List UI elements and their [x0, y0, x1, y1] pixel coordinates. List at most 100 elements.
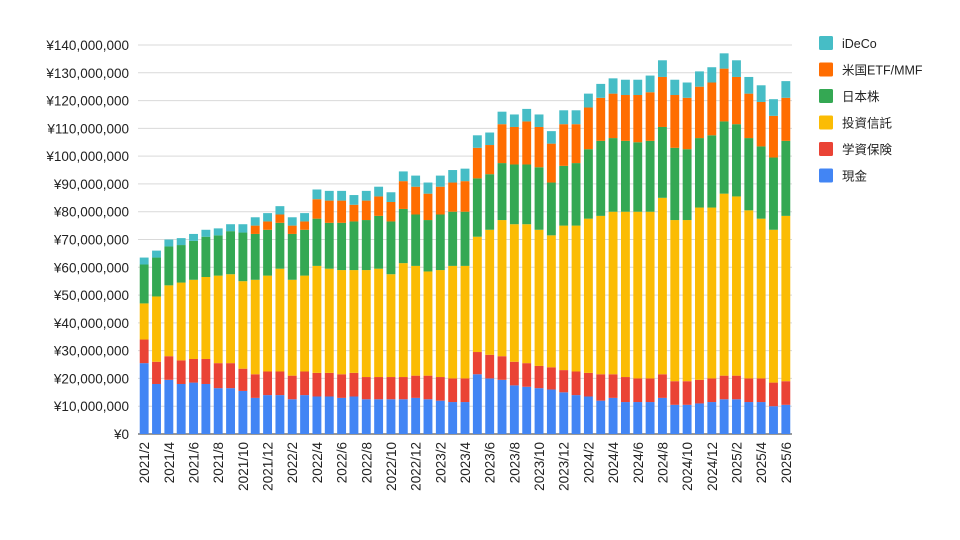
bar-segment — [337, 270, 347, 375]
bar-segment — [226, 363, 235, 389]
y-tick-label: ¥80,000,000 — [53, 205, 129, 220]
bar-segment — [349, 221, 359, 271]
x-tick-label: 2025/2 — [729, 442, 744, 483]
bar-segment — [176, 282, 186, 361]
bar-segment — [620, 377, 630, 403]
bar-segment — [176, 238, 186, 246]
bar-segment — [386, 201, 396, 222]
bar-segment — [707, 67, 717, 83]
bar-stack — [448, 170, 458, 434]
bar-segment — [361, 270, 371, 378]
bar-stack — [361, 190, 371, 434]
bar-segment — [769, 406, 778, 434]
bar-segment — [238, 281, 248, 369]
bar-segment — [744, 210, 754, 379]
bar-segment — [411, 375, 421, 398]
bar-segment — [460, 211, 470, 266]
bar-segment — [226, 388, 235, 434]
bar-segment — [312, 396, 322, 434]
bar-segment — [287, 399, 297, 434]
bar-segment — [534, 388, 544, 434]
bar-segment — [312, 189, 322, 200]
bar-segment — [250, 397, 260, 434]
bar-segment — [497, 356, 507, 380]
bar-segment — [435, 400, 445, 434]
bar-segment — [707, 82, 717, 136]
bar-segment — [213, 388, 223, 434]
legend-swatch — [819, 168, 833, 183]
bar-segment — [546, 143, 556, 183]
bar-segment — [250, 233, 260, 280]
bar-stack — [620, 79, 630, 434]
bar-segment — [596, 97, 606, 141]
bar-segment — [324, 222, 334, 269]
bar-segment — [287, 225, 297, 234]
bar-segment — [324, 372, 334, 397]
y-tick-label: ¥30,000,000 — [53, 344, 129, 359]
x-tick-label: 2021/4 — [162, 442, 177, 484]
bar-segment — [361, 190, 371, 201]
bar-segment — [682, 82, 692, 98]
bar-segment — [324, 190, 334, 201]
x-tick-label: 2024/8 — [655, 442, 670, 483]
bar-segment — [398, 171, 408, 182]
bar-segment — [238, 390, 248, 434]
bar-segment — [275, 395, 285, 434]
bar-segment — [608, 211, 618, 375]
bar-segment — [559, 392, 569, 434]
bar-segment — [559, 225, 569, 371]
bar-stacks — [139, 53, 791, 434]
bar-segment — [769, 115, 778, 158]
bar-segment — [670, 220, 680, 382]
y-tick-label: ¥130,000,000 — [45, 66, 129, 81]
bar-segment — [374, 186, 384, 197]
bar-segment — [732, 60, 741, 77]
bar-segment — [263, 229, 273, 276]
bar-segment — [695, 71, 704, 87]
x-tick-label: 2024/6 — [631, 442, 646, 483]
bar-segment — [732, 196, 741, 376]
bar-segment — [250, 374, 260, 398]
bar-segment — [756, 101, 766, 147]
y-tick-label: ¥140,000,000 — [45, 38, 129, 53]
bar-segment — [571, 163, 581, 226]
bar-segment — [386, 377, 396, 400]
bar-segment — [423, 182, 433, 194]
bar-segment — [645, 75, 655, 93]
bar-segment — [497, 124, 507, 164]
bar-segment — [300, 275, 310, 372]
bar-stack — [657, 60, 667, 434]
legend-label: 米国ETF/MMF — [842, 64, 923, 78]
bar-segment — [633, 95, 643, 143]
bar-segment — [485, 229, 495, 355]
bar-segment — [423, 220, 433, 272]
bar-stack — [300, 213, 310, 434]
bar-segment — [324, 268, 334, 373]
bar-segment — [657, 397, 667, 434]
y-tick-label: ¥10,000,000 — [53, 399, 129, 414]
y-tick-label: ¥90,000,000 — [53, 177, 129, 192]
bar-segment — [411, 397, 421, 434]
bar-stack — [337, 190, 347, 434]
bar-segment — [324, 200, 334, 223]
bar-segment — [201, 277, 211, 359]
bar-stack — [435, 175, 445, 434]
bar-segment — [152, 383, 161, 434]
bar-segment — [300, 395, 310, 434]
bar-stack — [559, 110, 569, 434]
bar-segment — [769, 99, 778, 116]
bar-segment — [608, 78, 618, 94]
x-tick-label: 2022/6 — [335, 442, 350, 483]
bar-segment — [744, 402, 754, 434]
bar-segment — [263, 395, 273, 434]
bar-segment — [300, 221, 310, 230]
bar-stack — [682, 82, 692, 434]
bar-stack — [633, 79, 643, 434]
bar-segment — [571, 395, 581, 434]
bar-segment — [287, 279, 297, 376]
bar-stack — [349, 195, 359, 434]
bar-segment — [485, 145, 495, 175]
bar-segment — [744, 138, 754, 211]
bar-segment — [509, 385, 519, 434]
